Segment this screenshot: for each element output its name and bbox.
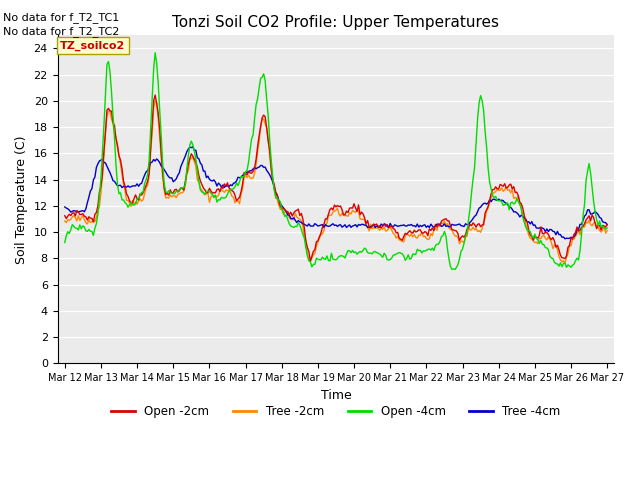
Legend: Open -2cm, Tree -2cm, Open -4cm, Tree -4cm: Open -2cm, Tree -2cm, Open -4cm, Tree -4…	[106, 401, 566, 423]
X-axis label: Time: Time	[321, 389, 351, 402]
Y-axis label: Soil Temperature (C): Soil Temperature (C)	[15, 135, 28, 264]
Text: TZ_soilco2: TZ_soilco2	[60, 40, 125, 50]
Text: No data for f_T2_TC1: No data for f_T2_TC1	[3, 12, 120, 23]
Title: Tonzi Soil CO2 Profile: Upper Temperatures: Tonzi Soil CO2 Profile: Upper Temperatur…	[172, 15, 499, 30]
Text: No data for f_T2_TC2: No data for f_T2_TC2	[3, 26, 120, 37]
